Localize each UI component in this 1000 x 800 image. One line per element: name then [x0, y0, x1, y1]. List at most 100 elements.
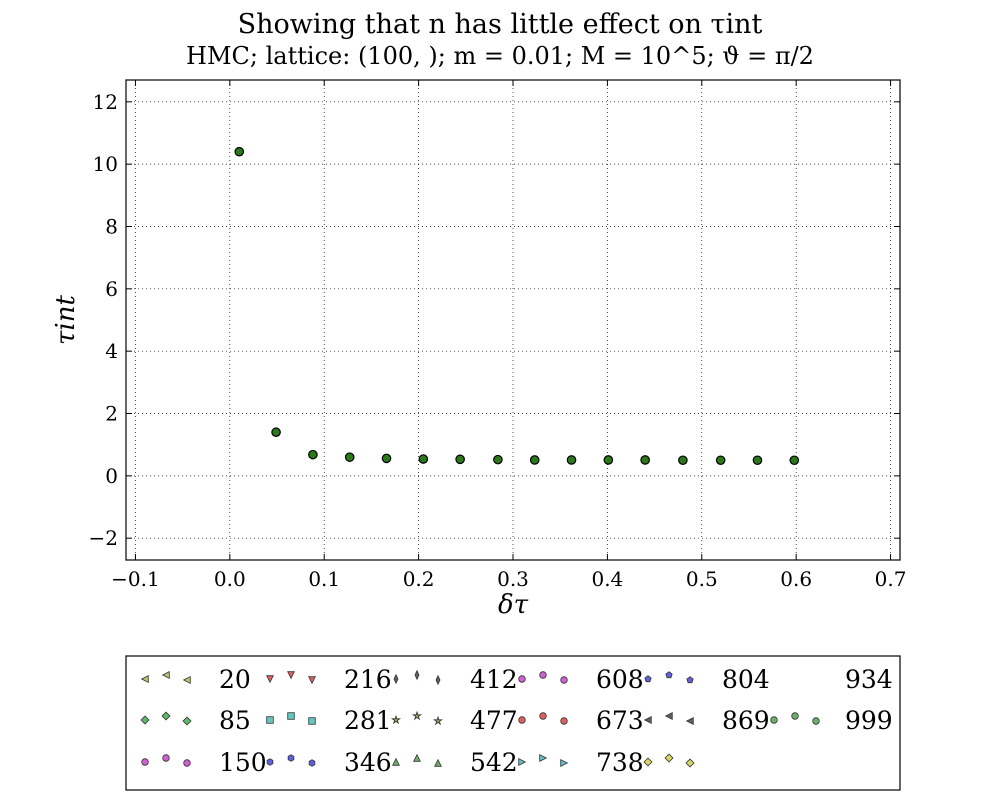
y-tick-label: 12 — [93, 90, 118, 114]
x-tick-label: −0.1 — [111, 567, 160, 591]
y-tick-label: 4 — [105, 339, 118, 363]
data-point — [418, 454, 429, 464]
y-tick-label: 10 — [93, 152, 118, 176]
y-tick-label: 2 — [105, 402, 118, 426]
legend-marker — [644, 675, 652, 683]
x-tick-label: 0.6 — [780, 567, 812, 591]
chart-subtitle: HMC; lattice: (100, ); m = 0.01; M = 10^… — [186, 42, 814, 70]
legend-entry: 412 — [393, 665, 518, 694]
legend-marker — [665, 671, 673, 679]
legend-entry: 542 — [392, 748, 518, 777]
legend-label: 673 — [596, 706, 644, 735]
legend-marker — [308, 717, 316, 725]
legend-marker — [643, 757, 653, 767]
legend-entry: 85 — [140, 706, 251, 735]
legend-marker — [161, 711, 171, 721]
legend-marker — [161, 671, 170, 679]
x-tick-label: 0.0 — [214, 567, 246, 591]
legend-label: 346 — [344, 748, 392, 777]
legend-marker — [308, 759, 316, 767]
legend-label: 216 — [344, 665, 392, 694]
legend-label: 738 — [596, 748, 644, 777]
legend-entry: 999 — [770, 706, 893, 735]
legend-marker — [390, 714, 402, 725]
chart-title: Showing that n has little effect on τint — [238, 9, 763, 40]
y-axis-label: τint — [51, 295, 81, 345]
legend-marker — [434, 758, 442, 767]
data-points — [234, 146, 800, 466]
data-point — [344, 452, 355, 462]
legend-entry: 216 — [266, 665, 392, 694]
legend-marker — [560, 717, 568, 725]
data-point — [455, 454, 465, 465]
legend-marker — [539, 712, 547, 720]
legend-marker — [266, 758, 274, 766]
legend-entry: 346 — [266, 748, 392, 777]
legend-marker — [141, 758, 149, 766]
legend-marker — [686, 676, 694, 684]
legend-label: 412 — [470, 665, 518, 694]
legend-label: 542 — [470, 748, 518, 777]
legend-label: 85 — [219, 706, 251, 735]
y-tick-label: −2 — [89, 526, 118, 550]
legend-label: 869 — [722, 706, 770, 735]
legend-label: 608 — [596, 665, 644, 694]
legend-marker — [560, 759, 569, 767]
grid-lines — [126, 80, 900, 560]
x-tick-label: 0.1 — [308, 567, 340, 591]
legend-entry: 477 — [390, 706, 518, 735]
legend-label: 477 — [470, 706, 518, 735]
legend-entry: 281 — [266, 706, 392, 735]
legend-entry: 738 — [518, 748, 644, 777]
data-point — [715, 455, 726, 466]
legend-marker — [432, 715, 444, 726]
legend-entry: 673 — [518, 706, 644, 735]
legend-marker — [392, 757, 400, 766]
legend-label: 999 — [845, 706, 893, 735]
y-tick-label: 0 — [105, 464, 118, 488]
legend-marker — [643, 716, 652, 724]
x-tick-label: 0.7 — [875, 567, 907, 591]
legend-entry: 20 — [140, 665, 251, 694]
legend-label: 281 — [344, 706, 392, 735]
legend-label: 804 — [722, 665, 770, 694]
legend-marker — [518, 758, 527, 766]
x-tick-label: 0.4 — [591, 567, 623, 591]
legend-marker — [182, 716, 192, 726]
legend-marker — [140, 715, 150, 725]
data-point — [678, 455, 688, 466]
x-tick-label: 0.3 — [497, 567, 529, 591]
legend-marker — [539, 754, 548, 762]
legend-marker — [287, 671, 295, 680]
legend-entry: 150 — [141, 748, 267, 777]
data-point — [271, 427, 281, 438]
legend-marker — [183, 759, 191, 767]
data-point — [640, 455, 650, 465]
legend-marker — [539, 671, 547, 679]
legend-marker — [812, 717, 820, 725]
x-tick-label: 0.5 — [686, 567, 718, 591]
data-point — [493, 454, 503, 465]
legend: 20 85 150 216 281 346 412 477 542 608 673 738 804 869… — [140, 665, 893, 777]
legend-marker — [266, 716, 274, 724]
data-point — [752, 455, 763, 466]
legend-entry: 804 — [644, 665, 770, 694]
legend-marker — [435, 674, 441, 686]
data-point — [234, 146, 245, 157]
legend-marker — [287, 754, 295, 762]
legend-label: 20 — [219, 665, 251, 694]
legend-marker — [518, 716, 526, 724]
legend-marker — [411, 710, 423, 721]
legend-marker — [770, 716, 778, 724]
data-point — [308, 449, 318, 460]
legend-marker — [308, 676, 316, 685]
y-tick-label: 6 — [105, 277, 118, 301]
legend-box — [125, 655, 901, 791]
legend-marker — [518, 675, 526, 683]
legend-marker — [791, 712, 799, 720]
legend-label: 150 — [219, 748, 267, 777]
legend-marker — [413, 753, 421, 762]
legend-marker — [182, 676, 191, 684]
legend-marker — [266, 675, 274, 684]
